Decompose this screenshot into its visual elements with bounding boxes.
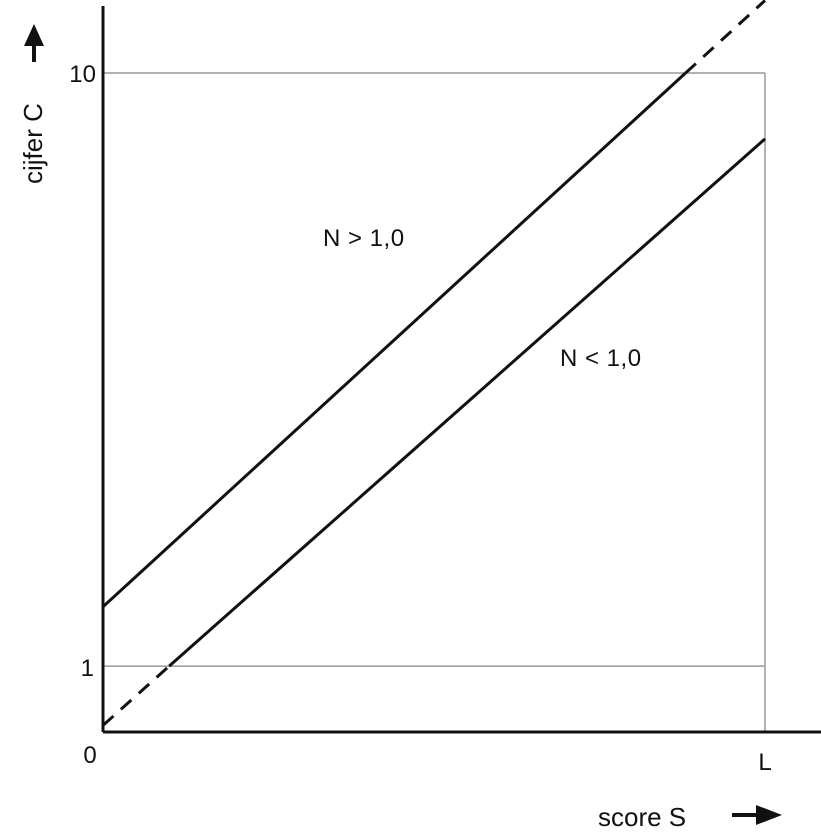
y-axis-arrow-head: [24, 24, 44, 46]
x-axis-arrow-head: [756, 805, 782, 825]
annotation-n-greater: N > 1,0: [323, 225, 405, 252]
x-tick-label-L: L: [758, 749, 771, 776]
y-tick-label-10: 10: [69, 61, 96, 88]
y-axis-label: cijfer C: [18, 103, 48, 184]
y-tick-label-1: 1: [81, 655, 94, 682]
series-1-dashed-extension: [101, 664, 171, 727]
x-axis-label: score S: [598, 802, 686, 832]
series-0-dashed-extension: [684, 0, 767, 75]
series-1-solid-line: [168, 137, 766, 668]
annotation-n-less: N < 1,0: [560, 345, 642, 372]
x-tick-label-origin: 0: [83, 742, 96, 769]
series-0-solid-line: [101, 71, 687, 608]
